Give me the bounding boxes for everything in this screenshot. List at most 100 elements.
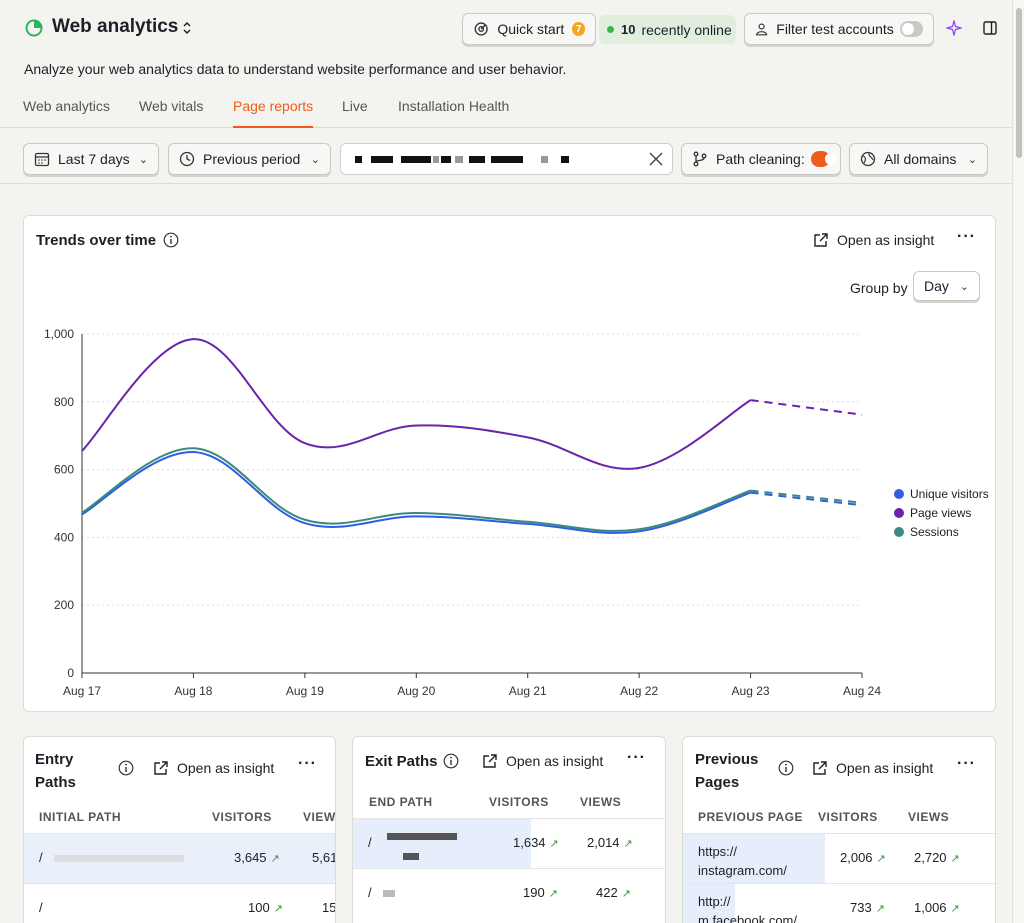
info-icon[interactable] <box>778 760 794 776</box>
visitors-value: 3,645 <box>234 850 267 865</box>
trends-line-chart: 0 200 400 600 800 1,000 Aug 17 Aug 18 Aug 19 Aug … <box>44 327 881 698</box>
table-row[interactable]: https:// instagram.com/ 2,006 ↗ 2,720 ↗ <box>683 833 995 883</box>
views-cell: 2,014 ↗ <box>587 835 633 850</box>
x-tick-label: Aug 19 <box>286 684 324 698</box>
views-value: 422 <box>596 885 618 900</box>
quick-start-button[interactable]: Quick start 7 <box>462 13 596 45</box>
page-title: Web analytics <box>52 16 179 37</box>
column-header[interactable]: PREVIOUS PAGE <box>698 810 803 824</box>
online-count: 10 <box>621 22 636 37</box>
column-header[interactable]: END PATH <box>369 795 433 809</box>
visitors-cell: 190 ↗ <box>523 885 558 900</box>
open-as-insight-button[interactable]: Open as insight <box>813 232 934 248</box>
scrollbar-thumb[interactable] <box>1016 8 1022 158</box>
column-header[interactable]: VIEWS <box>908 810 950 824</box>
series-projection-sessions <box>750 489 863 504</box>
path-cell: / <box>368 885 372 900</box>
views-value: 2,014 <box>587 835 620 850</box>
visitors-cell: 733 ↗ <box>850 900 885 915</box>
domains-select[interactable]: All domains ⌄ <box>849 143 988 175</box>
redacted-text <box>371 156 393 163</box>
external-link-icon <box>154 761 168 775</box>
entry-paths-card: Entry Paths Open as insight ··· INITIAL … <box>23 736 336 923</box>
table-row[interactable]: / 3,645 ↗ 5,61 <box>24 833 335 883</box>
column-header[interactable]: VIEWS <box>303 810 336 824</box>
info-icon[interactable] <box>163 232 179 248</box>
path-filter-input[interactable] <box>340 143 673 175</box>
table-row[interactable]: http:// m.facebook.com/ 733 ↗ 1,006 ↗ <box>683 883 995 923</box>
tab-web-vitals[interactable]: Web vitals <box>139 98 204 114</box>
visitors-cell: 3,645 ↗ <box>234 850 280 865</box>
table-row[interactable]: / 100 ↗ 15 <box>24 883 335 923</box>
tab-live[interactable]: Live <box>342 98 368 114</box>
clock-icon <box>179 151 195 167</box>
online-dot-icon <box>607 26 614 33</box>
filter-test-toggle[interactable] <box>899 21 923 37</box>
page-url-line2: instagram.com/ <box>698 863 787 878</box>
sparkle-icon[interactable] <box>946 20 962 36</box>
views-value: 2,720 <box>914 850 947 865</box>
path-cell: / <box>39 850 43 865</box>
column-header[interactable]: VIEWS <box>580 795 622 809</box>
group-by-select[interactable]: Day ⌄ <box>913 271 980 301</box>
entry-paths-title: Entry Paths <box>35 748 76 794</box>
tab-page-reports[interactable]: Page reports <box>233 98 314 128</box>
tab-web-analytics[interactable]: Web analytics <box>23 98 110 114</box>
expand-collapse-icon[interactable] <box>180 20 194 36</box>
filter-test-accounts-button[interactable]: Filter test accounts <box>744 13 934 45</box>
more-menu-icon[interactable]: ··· <box>627 749 646 766</box>
clear-icon[interactable] <box>648 151 664 167</box>
tab-installation-health[interactable]: Installation Health <box>398 98 510 114</box>
open-as-insight-button[interactable]: Open as insight <box>482 753 603 769</box>
path-cleaning-button[interactable]: Path cleaning: <box>681 143 841 175</box>
series-line-page-views <box>81 338 752 470</box>
column-header[interactable]: VISITORS <box>818 810 878 824</box>
column-header[interactable]: VISITORS <box>212 810 272 824</box>
chart-legend: Unique visitors Page views Sessions <box>894 484 989 541</box>
rocket-icon <box>474 22 488 36</box>
info-icon[interactable] <box>118 760 134 776</box>
path-cleaning-toggle[interactable] <box>810 151 838 167</box>
more-menu-icon[interactable]: ··· <box>957 755 976 772</box>
column-header[interactable]: INITIAL PATH <box>39 810 121 824</box>
page-url-line1: http:// <box>698 894 731 909</box>
x-tick-label: Aug 17 <box>63 684 101 698</box>
views-cell: 422 ↗ <box>596 885 631 900</box>
legend-item-sessions[interactable]: Sessions <box>894 522 989 541</box>
redacted-text <box>355 156 362 163</box>
redacted-text <box>387 833 457 840</box>
legend-swatch <box>894 507 904 518</box>
date-range-select[interactable]: Last 7 days ⌄ <box>23 143 159 175</box>
row-proportion-bar <box>353 819 531 868</box>
quick-start-badge: 7 <box>572 22 585 36</box>
table-row[interactable]: / 1,634 ↗ 2,014 ↗ <box>353 818 665 868</box>
more-menu-icon[interactable]: ··· <box>957 228 976 245</box>
external-link-icon <box>483 754 497 768</box>
redacted-text <box>383 890 395 897</box>
info-icon[interactable] <box>443 753 459 769</box>
y-tick-label: 600 <box>54 463 74 477</box>
table-row[interactable]: / 190 ↗ 422 ↗ <box>353 868 665 918</box>
trend-up-icon: ↗ <box>270 853 280 865</box>
x-tick-label: Aug 24 <box>843 684 881 698</box>
legend-item-unique-visitors[interactable]: Unique visitors <box>894 484 989 503</box>
external-link-icon <box>813 761 827 775</box>
column-header[interactable]: VISITORS <box>489 795 549 809</box>
previous-pages-title-line1: Previous <box>695 751 759 768</box>
open-as-insight-button[interactable]: Open as insight <box>812 760 933 776</box>
trend-up-icon: ↗ <box>623 838 633 850</box>
online-label: recently online <box>641 21 732 38</box>
legend-item-page-views[interactable]: Page views <box>894 503 989 522</box>
filter-test-label: Filter test accounts <box>776 21 894 37</box>
series-line-unique-visitors <box>81 450 751 534</box>
side-panel-icon[interactable] <box>983 21 997 35</box>
open-as-insight-button[interactable]: Open as insight <box>153 760 274 776</box>
views-cell: 15 <box>322 900 336 915</box>
page-scrollbar[interactable] <box>1012 0 1024 923</box>
compare-period-select[interactable]: Previous period ⌄ <box>168 143 331 175</box>
online-users-badge[interactable]: 10 recently online <box>599 15 736 44</box>
more-menu-icon[interactable]: ··· <box>298 755 317 772</box>
y-tick-label: 400 <box>54 530 74 544</box>
page-description: Analyze your web analytics data to under… <box>24 61 567 77</box>
legend-label: Page views <box>910 505 972 520</box>
